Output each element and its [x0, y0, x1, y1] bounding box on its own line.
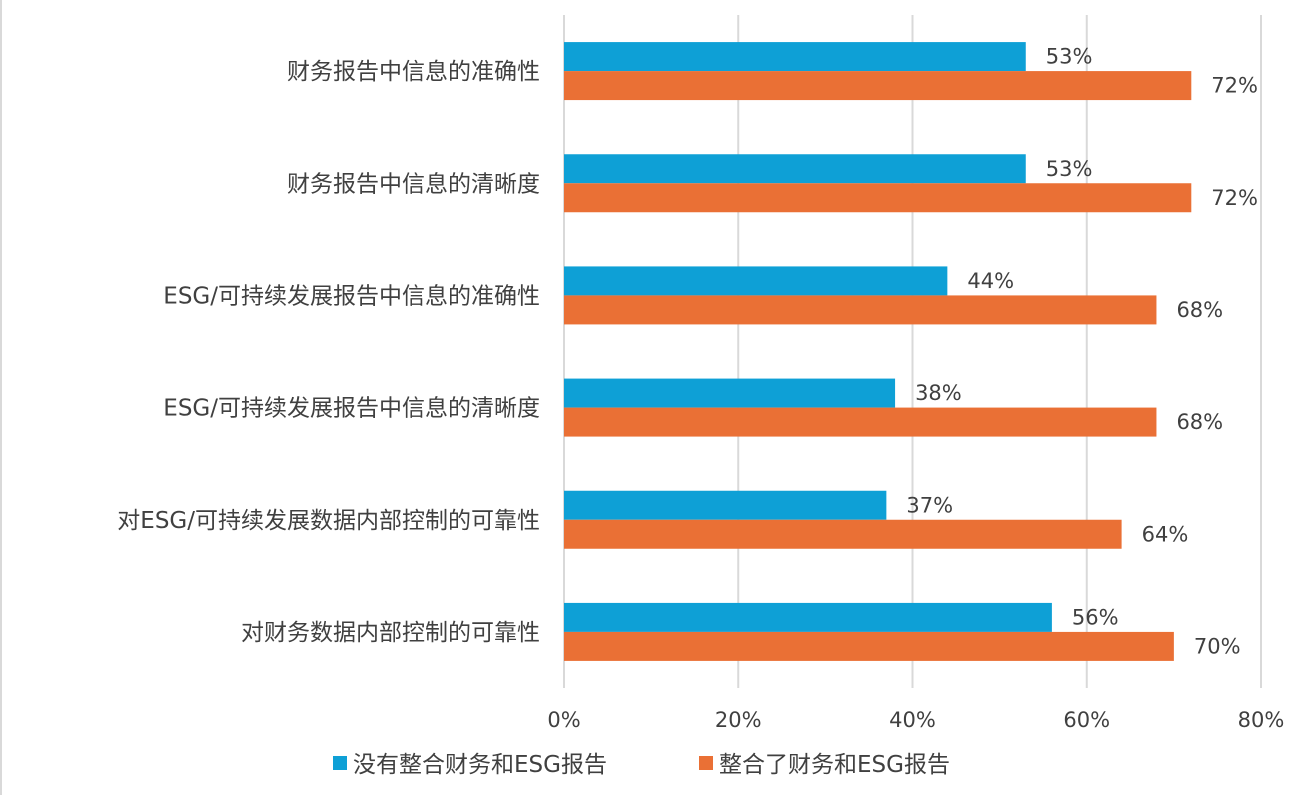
data-label: 68% — [1176, 298, 1223, 322]
bar-not-integrated — [564, 378, 896, 408]
data-label: 68% — [1176, 410, 1223, 434]
category-label: 财务报告中信息的清晰度 — [287, 171, 540, 197]
bar-integrated — [564, 183, 1192, 213]
data-label: 72% — [1211, 74, 1258, 98]
x-tick-label: 40% — [889, 708, 936, 732]
category-label: ESG/可持续发展报告中信息的清晰度 — [163, 396, 540, 422]
bar-integrated — [564, 295, 1157, 325]
data-label: 53% — [1046, 45, 1093, 69]
legend-swatch — [699, 756, 713, 770]
data-label: 72% — [1211, 186, 1258, 210]
data-label: 53% — [1046, 157, 1093, 181]
data-label: 44% — [967, 269, 1014, 293]
bar-not-integrated — [564, 42, 1026, 72]
legend-label: 没有整合财务和ESG报告 — [353, 752, 607, 778]
bar-integrated — [564, 631, 1174, 661]
x-tick-label: 60% — [1063, 708, 1110, 732]
bar-integrated — [564, 407, 1157, 437]
x-tick-label: 0% — [547, 708, 580, 732]
x-tick-label: 20% — [715, 708, 762, 732]
category-label: 财务报告中信息的准确性 — [287, 59, 540, 85]
bar-not-integrated — [564, 602, 1052, 632]
category-label: 对ESG/可持续发展数据内部控制的可靠性 — [117, 508, 540, 534]
data-label: 70% — [1194, 634, 1241, 658]
data-label: 64% — [1142, 522, 1189, 546]
bar-integrated — [564, 71, 1192, 101]
data-label: 37% — [906, 493, 953, 517]
bar-integrated — [564, 519, 1122, 549]
x-tick-label: 80% — [1238, 708, 1285, 732]
data-label: 38% — [915, 381, 962, 405]
category-label: ESG/可持续发展报告中信息的准确性 — [163, 283, 540, 309]
category-label: 对财务数据内部控制的可靠性 — [241, 620, 540, 646]
bar-not-integrated — [564, 154, 1026, 184]
bar-not-integrated — [564, 266, 948, 296]
legend-swatch — [333, 756, 347, 770]
legend-label: 整合了财务和ESG报告 — [719, 752, 950, 778]
data-label: 56% — [1072, 605, 1119, 629]
bar-not-integrated — [564, 490, 887, 520]
